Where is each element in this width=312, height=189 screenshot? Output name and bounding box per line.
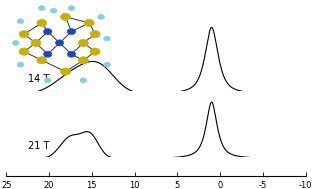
Circle shape	[50, 8, 57, 13]
Text: 21 T: 21 T	[28, 141, 49, 151]
Circle shape	[17, 62, 24, 67]
Circle shape	[68, 6, 75, 11]
Circle shape	[12, 40, 19, 45]
Circle shape	[90, 48, 100, 55]
Circle shape	[104, 36, 110, 41]
Circle shape	[37, 57, 47, 64]
Circle shape	[67, 29, 76, 35]
Circle shape	[37, 19, 47, 27]
Circle shape	[84, 19, 94, 27]
Circle shape	[19, 48, 29, 55]
Circle shape	[80, 78, 87, 83]
Circle shape	[44, 78, 51, 83]
Text: 14 T: 14 T	[28, 74, 49, 84]
Circle shape	[44, 51, 52, 57]
Circle shape	[56, 40, 64, 46]
Circle shape	[38, 6, 45, 11]
Circle shape	[104, 62, 110, 67]
Circle shape	[44, 29, 52, 35]
Circle shape	[78, 57, 88, 64]
Circle shape	[61, 13, 71, 20]
Circle shape	[31, 39, 41, 46]
Circle shape	[78, 39, 88, 46]
Circle shape	[19, 31, 29, 38]
Circle shape	[17, 19, 24, 24]
Circle shape	[98, 14, 105, 19]
Circle shape	[61, 68, 71, 75]
Circle shape	[67, 51, 76, 57]
Circle shape	[90, 31, 100, 38]
